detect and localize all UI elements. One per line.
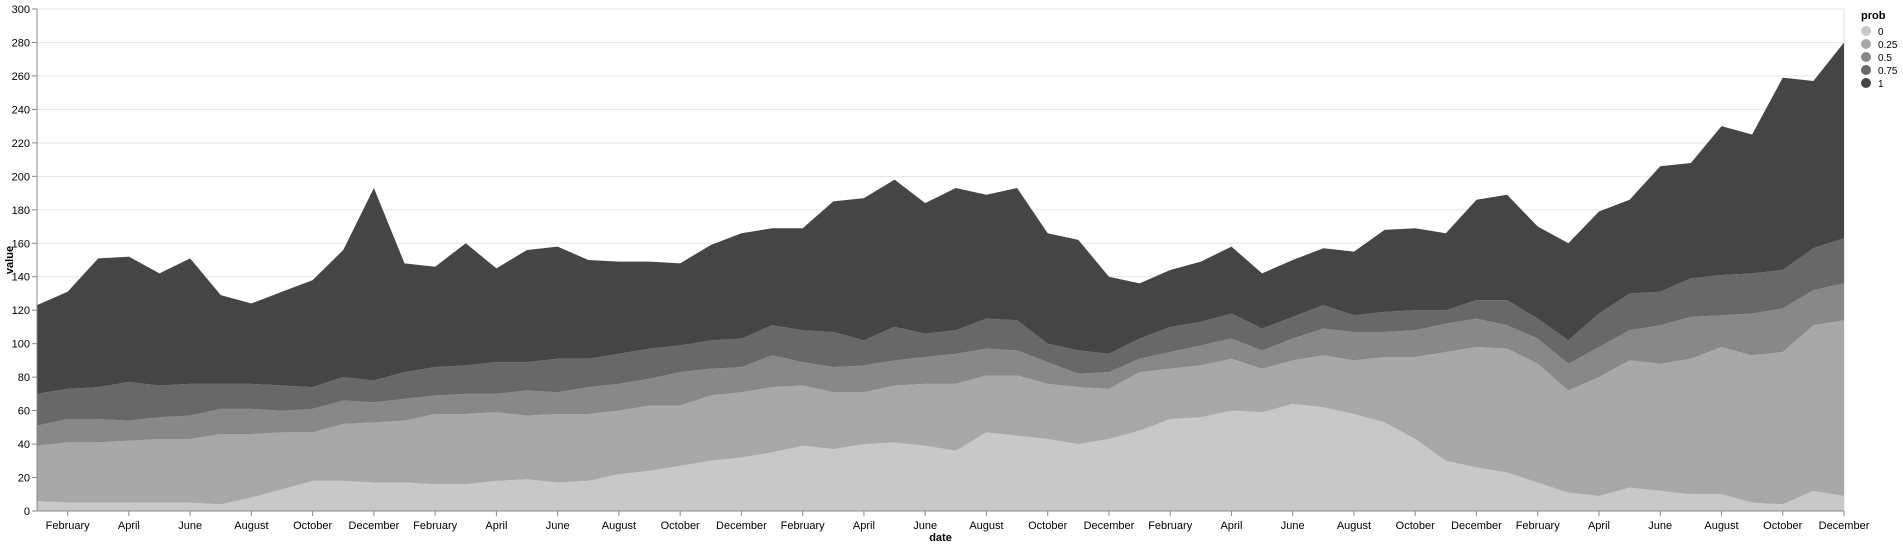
y-tick-label: 100 bbox=[12, 339, 30, 351]
x-tick-label: August bbox=[602, 520, 636, 532]
y-tick-label: 220 bbox=[12, 138, 30, 150]
y-tick-label: 180 bbox=[12, 205, 30, 217]
x-tick-label: April bbox=[853, 520, 875, 532]
x-tick-label: October bbox=[293, 520, 332, 532]
x-tick-label: April bbox=[485, 520, 507, 532]
y-tick-label: 160 bbox=[12, 238, 30, 250]
y-tick-label: 0 bbox=[24, 506, 30, 518]
y-tick-label: 240 bbox=[12, 104, 30, 116]
x-tick-label: August bbox=[969, 520, 1003, 532]
legend-label: 0.25 bbox=[1878, 40, 1898, 51]
x-axis: February April June August October December Fe… bbox=[37, 510, 1870, 532]
x-tick-label: December bbox=[1084, 520, 1135, 532]
x-tick-label: October bbox=[1396, 520, 1435, 532]
x-tick-label: June bbox=[546, 520, 570, 532]
area-series-0-25 bbox=[37, 320, 1844, 505]
y-axis-title: value bbox=[4, 246, 16, 274]
x-tick-label: February bbox=[1148, 520, 1193, 532]
x-tick-label: April bbox=[118, 520, 140, 532]
x-tick-label: December bbox=[1451, 520, 1502, 532]
area-series-0-5 bbox=[37, 283, 1844, 446]
x-tick-label: June bbox=[1648, 520, 1672, 532]
y-axis: 0 20 40 60 80 100 120 140 160 180 200 220 240 260 280 3… bbox=[12, 4, 38, 518]
x-tick-label: August bbox=[234, 520, 268, 532]
legend-swatch bbox=[1861, 39, 1871, 49]
x-tick-label: October bbox=[661, 520, 700, 532]
y-tick-label: 300 bbox=[12, 4, 30, 16]
legend-title: prob bbox=[1861, 10, 1886, 22]
x-tick-label: February bbox=[46, 520, 91, 532]
x-tick-label: October bbox=[1028, 520, 1067, 532]
x-tick-label: August bbox=[1337, 520, 1371, 532]
legend-label: 1 bbox=[1878, 79, 1884, 90]
y-tick-label: 120 bbox=[12, 305, 30, 317]
y-tick-label: 60 bbox=[18, 406, 30, 418]
y-tick-label: 260 bbox=[12, 71, 30, 83]
legend-swatch bbox=[1861, 78, 1871, 88]
x-tick-label: October bbox=[1763, 520, 1802, 532]
area-series-0 bbox=[37, 403, 1844, 511]
legend-swatch bbox=[1861, 26, 1871, 36]
area-layers bbox=[37, 42, 1844, 511]
y-tick-label: 200 bbox=[12, 171, 30, 183]
x-tick-label: June bbox=[1281, 520, 1305, 532]
x-tick-label: April bbox=[1588, 520, 1610, 532]
x-tick-label: February bbox=[1516, 520, 1561, 532]
x-tick-label: April bbox=[1220, 520, 1242, 532]
legend-label: 0.5 bbox=[1878, 53, 1892, 64]
x-tick-label: December bbox=[716, 520, 767, 532]
y-tick-label: 280 bbox=[12, 37, 30, 49]
x-tick-label: December bbox=[349, 520, 400, 532]
x-tick-label: February bbox=[413, 520, 458, 532]
x-tick-label: December bbox=[1819, 520, 1870, 532]
legend-label: 0 bbox=[1878, 27, 1884, 38]
x-tick-label: February bbox=[781, 520, 826, 532]
legend-swatch bbox=[1861, 65, 1871, 75]
area-series-1 bbox=[37, 42, 1844, 394]
y-tick-label: 20 bbox=[18, 473, 30, 485]
y-tick-label: 40 bbox=[18, 439, 30, 451]
x-tick-label: June bbox=[178, 520, 202, 532]
legend-label: 0.75 bbox=[1878, 66, 1898, 77]
legend-swatch bbox=[1861, 52, 1871, 62]
x-tick-label: June bbox=[913, 520, 937, 532]
x-tick-label: August bbox=[1704, 520, 1738, 532]
y-tick-label: 140 bbox=[12, 272, 30, 284]
y-tick-label: 80 bbox=[18, 372, 30, 384]
legend: prob 0 0.25 0.5 0.75 1 bbox=[1861, 10, 1898, 90]
x-axis-title: date bbox=[929, 532, 952, 544]
